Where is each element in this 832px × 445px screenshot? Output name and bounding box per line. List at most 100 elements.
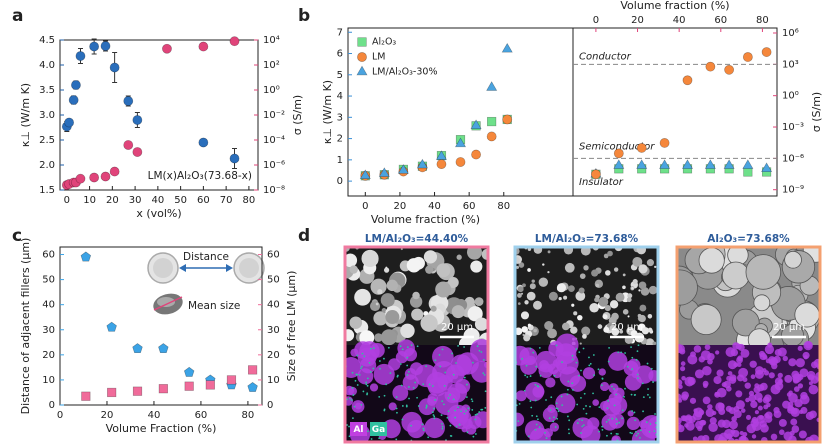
ga-dot <box>567 428 570 431</box>
ga-dot <box>463 376 466 379</box>
particle <box>578 287 585 294</box>
particle <box>361 249 379 268</box>
ga-dot <box>366 392 369 395</box>
al-region <box>627 410 634 417</box>
data-point <box>184 381 194 391</box>
legend-label: LM/Al₂O₃-30% <box>372 67 437 78</box>
ga-dot <box>452 398 455 401</box>
scale-bar-label: 20 μm <box>611 322 643 333</box>
ga-dot <box>575 348 578 350</box>
y2-tick-label: 30 <box>267 325 280 336</box>
al-region <box>751 421 762 431</box>
particle <box>639 304 647 312</box>
ga-dot <box>348 397 351 400</box>
al-region <box>351 400 365 413</box>
ga-dot <box>460 410 462 413</box>
ga-dot <box>363 355 366 358</box>
ga-dot <box>648 396 651 399</box>
al-region <box>726 375 732 381</box>
panel-label: b <box>298 6 310 26</box>
ga-dot <box>476 413 478 416</box>
al-region <box>699 419 706 426</box>
data-point <box>761 47 772 57</box>
particle <box>638 314 646 323</box>
particle <box>579 342 582 345</box>
ga-dot <box>433 407 435 410</box>
data-point <box>248 365 258 375</box>
ga-dot <box>441 425 444 428</box>
ga-dot <box>610 432 613 435</box>
ga-dot <box>615 393 618 396</box>
data-point <box>123 96 134 106</box>
ga-dot <box>370 438 373 440</box>
ga-dot <box>568 419 571 422</box>
ga-dot <box>581 425 584 428</box>
ga-dot <box>642 396 645 398</box>
al-region <box>689 397 697 404</box>
al-region <box>733 409 742 419</box>
al-region <box>742 432 748 437</box>
ga-dot <box>358 373 361 376</box>
data-point <box>89 41 100 52</box>
al-region <box>470 361 488 383</box>
ga-dot <box>407 386 410 388</box>
ga-dot <box>530 406 533 409</box>
al-region <box>626 416 641 431</box>
ga-dot <box>549 409 552 411</box>
ga-dot <box>653 430 656 433</box>
ga-dot <box>582 407 585 410</box>
ga-dot <box>645 421 648 424</box>
ga-dot <box>401 405 404 407</box>
ga-dot <box>578 351 581 354</box>
x-tick-label: 40 <box>673 15 686 26</box>
ga-dot <box>366 377 369 380</box>
ga-dot <box>580 432 582 434</box>
ga-dot <box>601 377 604 380</box>
y2-axis-label: σ (S/m) <box>810 92 823 132</box>
data-point <box>743 167 753 177</box>
data-point <box>75 51 86 61</box>
al-region <box>692 436 698 442</box>
al-region <box>709 417 717 425</box>
particle <box>354 288 371 306</box>
particle <box>529 283 536 290</box>
y2-tick-label: 0 <box>267 400 273 411</box>
al-region <box>808 381 813 386</box>
ga-dot <box>539 374 542 377</box>
element-label: Ga <box>372 425 385 435</box>
ga-dot <box>616 433 619 435</box>
ga-dot <box>592 354 595 356</box>
al-region <box>725 347 736 357</box>
al-region <box>599 400 610 411</box>
al-region <box>740 348 750 358</box>
al-region <box>726 433 733 440</box>
ga-dot <box>369 371 372 373</box>
element-swatch <box>350 422 367 436</box>
ga-dot <box>592 392 594 395</box>
al-region <box>759 382 768 391</box>
legend-label: Al₂O₃ <box>372 37 396 48</box>
al-region <box>515 412 525 427</box>
ga-dot <box>407 370 410 373</box>
legend-label: Distance <box>183 251 229 263</box>
particle <box>466 247 482 260</box>
legend-label: LM <box>372 52 386 63</box>
particle <box>594 279 604 289</box>
al-region <box>782 355 788 362</box>
x-tick-label: 40 <box>148 410 161 421</box>
ga-dot <box>535 365 538 368</box>
ga-dot <box>370 347 372 350</box>
particle <box>518 262 525 268</box>
ga-dot <box>451 352 454 355</box>
particle <box>548 291 558 301</box>
particle <box>564 262 575 273</box>
ga-dot <box>534 428 537 431</box>
ga-dot <box>447 397 450 399</box>
ga-dot <box>428 383 431 386</box>
ga-dot <box>351 387 354 389</box>
particle <box>721 261 750 290</box>
ga-dot <box>449 434 452 437</box>
al-region <box>744 382 751 389</box>
plot-frame <box>59 39 259 191</box>
ga-dot <box>621 417 624 420</box>
